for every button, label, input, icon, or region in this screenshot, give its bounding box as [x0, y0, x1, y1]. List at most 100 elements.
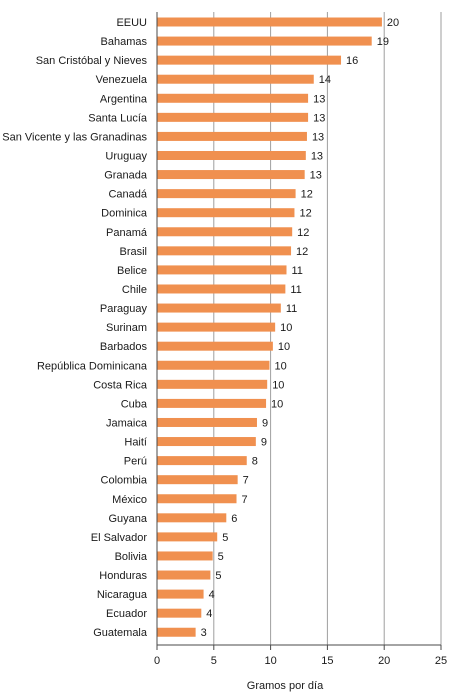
bar — [157, 437, 256, 447]
category-label: Perú — [124, 456, 147, 468]
bar — [157, 532, 218, 542]
category-label: Bahamas — [101, 36, 148, 48]
value-label: 10 — [272, 379, 284, 391]
value-label: 11 — [292, 265, 303, 277]
value-label: 5 — [215, 570, 221, 582]
value-label: 12 — [301, 189, 313, 201]
value-label: 13 — [312, 131, 324, 143]
value-label: 13 — [310, 170, 322, 182]
category-label: Barbados — [100, 341, 148, 353]
value-label: 10 — [280, 322, 292, 334]
value-label: 13 — [313, 112, 325, 124]
category-label: Belice — [117, 265, 147, 277]
value-label: 14 — [319, 74, 331, 86]
x-axis-title: Gramos por día — [247, 680, 324, 692]
bar — [157, 74, 314, 84]
category-label: Ecuador — [106, 608, 147, 620]
category-label: San Cristóbal y Nieves — [36, 55, 148, 67]
category-label: Argentina — [100, 93, 148, 105]
bar — [157, 265, 287, 275]
value-label: 11 — [286, 303, 297, 315]
bar — [157, 360, 270, 370]
bar — [157, 494, 237, 504]
value-label: 4 — [209, 589, 215, 601]
value-label: 12 — [299, 208, 311, 220]
category-label: Cuba — [121, 398, 148, 410]
x-tick-label: 0 — [154, 655, 160, 667]
category-labels: EEUU Bahamas San Cristóbal y Nieves Venezue… — [2, 17, 148, 639]
value-label: 12 — [297, 227, 309, 239]
value-label: 20 — [387, 17, 399, 29]
category-label: Jamaica — [106, 417, 148, 429]
category-label: Venezuela — [96, 74, 148, 86]
category-label: Haití — [124, 437, 147, 449]
bar — [157, 475, 238, 485]
category-label: Panamá — [106, 227, 148, 239]
category-label: Costa Rica — [93, 379, 148, 391]
bar — [157, 341, 273, 351]
bar — [157, 513, 227, 523]
value-label: 4 — [206, 608, 212, 620]
x-tick-label: 25 — [435, 655, 447, 667]
bar — [157, 131, 307, 141]
bar — [157, 112, 309, 122]
value-label: 8 — [252, 456, 258, 468]
value-labels: 20 19 16 14 13 13 13 13 13 12 12 12 12 11 11 11 10 10 10 10… — [201, 17, 400, 639]
bar — [157, 17, 382, 27]
category-label: Colombia — [101, 475, 148, 487]
value-label: 3 — [201, 627, 207, 639]
bar — [157, 608, 202, 618]
category-label: Brasil — [119, 246, 147, 258]
value-label: 5 — [218, 551, 224, 563]
category-label: Guyana — [108, 513, 147, 525]
bar — [157, 208, 295, 218]
category-label: Uruguay — [105, 150, 147, 162]
bar — [157, 551, 213, 561]
category-label: Guatemala — [93, 627, 148, 639]
x-tick-label: 5 — [211, 655, 217, 667]
category-label: Santa Lucía — [88, 112, 148, 124]
bar — [157, 55, 342, 65]
value-label: 9 — [261, 437, 267, 449]
bar — [157, 189, 296, 199]
bar — [157, 322, 276, 332]
bar — [157, 93, 309, 103]
value-label: 19 — [377, 36, 389, 48]
value-label: 11 — [290, 284, 301, 296]
category-label: Chile — [122, 284, 147, 296]
category-label: EEUU — [116, 17, 147, 29]
value-label: 7 — [242, 494, 248, 506]
bar — [157, 456, 247, 466]
x-tick-label: 10 — [264, 655, 276, 667]
bar — [157, 36, 372, 46]
category-label: Surinam — [106, 322, 147, 334]
bar — [157, 303, 281, 313]
category-label: Canadá — [108, 189, 147, 201]
category-label: Nicaragua — [97, 589, 148, 601]
bar — [157, 589, 204, 599]
category-label: México — [112, 494, 147, 506]
bar — [157, 417, 257, 427]
value-label: 13 — [311, 150, 323, 162]
bar — [157, 246, 292, 256]
value-label: 13 — [313, 93, 325, 105]
category-label: Paraguay — [100, 303, 148, 315]
value-label: 9 — [262, 417, 268, 429]
category-label: Honduras — [99, 570, 147, 582]
value-label: 10 — [278, 341, 290, 353]
bar — [157, 627, 196, 637]
value-label: 10 — [271, 398, 283, 410]
x-tick-label: 20 — [378, 655, 390, 667]
category-label: San Vicente y las Granadinas — [2, 131, 147, 143]
value-label: 12 — [296, 246, 308, 258]
bar — [157, 150, 306, 160]
bar — [157, 570, 211, 580]
bar — [157, 170, 305, 180]
bar — [157, 379, 268, 389]
value-label: 10 — [274, 360, 286, 372]
category-label: Dominica — [101, 208, 148, 220]
value-label: 5 — [222, 532, 228, 544]
value-label: 16 — [346, 55, 358, 67]
bars — [157, 17, 382, 637]
